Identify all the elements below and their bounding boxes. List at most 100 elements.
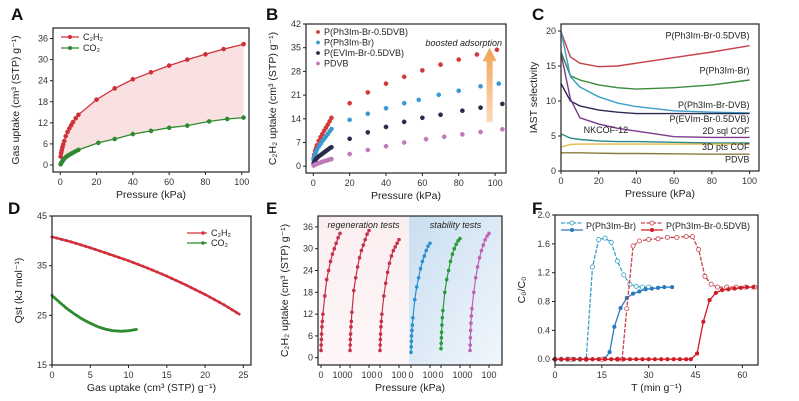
data-point [426,244,430,248]
data-point [179,281,183,285]
data-point [352,288,356,293]
data-point [479,248,484,253]
y-tick-label: 6 [43,139,48,149]
legend-marker-open [569,220,575,226]
data-point [414,285,419,289]
data-point [365,147,371,153]
data-point [378,332,383,336]
data-point [107,252,111,256]
data-point [439,346,443,351]
selectivity-curve [560,51,750,90]
data-point [624,306,630,312]
data-point [56,299,60,303]
data-point [468,343,472,347]
data-point [751,284,756,290]
y-axis-label: C₂H₂ uptake (cm³ (STP) g⁻¹) [267,32,279,165]
data-point [136,262,140,266]
data-point [61,138,67,144]
data-point [636,238,642,244]
data-point [637,289,642,294]
x-axis-label: Pressure (kPa) [116,189,186,201]
x-tick-label: 60 [669,176,679,186]
data-point [174,279,178,283]
y-tick-label: 15 [546,61,556,71]
data-point [615,357,620,362]
data-point [701,319,706,324]
data-point [383,105,389,111]
data-point [664,234,670,240]
data-point [469,314,474,318]
data-point [332,246,337,251]
data-point [438,112,443,118]
data-point [468,335,473,340]
panel-letter-d: D [8,199,20,218]
data-point [112,136,118,142]
data-point [88,246,92,250]
data-point [744,284,750,290]
y-tick-label: 12 [303,309,313,319]
data-point [361,243,366,247]
data-point [487,231,491,236]
data-point [320,325,324,329]
x-tick-label: 60 [417,178,427,188]
x-tick-label: 40 [128,177,138,187]
x-tick-label: 5 [88,370,93,380]
data-point [440,323,444,327]
x-tick-label: 80 [707,176,717,186]
data-point [74,241,78,245]
data-point [131,261,135,265]
curve-label: 2D sql COF [703,126,751,136]
data-point [646,237,652,243]
panel-letter-e: E [266,199,277,218]
fill-between-area [60,44,244,165]
boost-arrow-icon [482,47,497,123]
breakthrough-curve [555,237,649,360]
data-point [460,132,465,137]
panel-letter-a: A [11,5,23,24]
data-point [559,357,564,362]
legend-label: CO₂ [211,238,229,248]
data-point [382,294,386,298]
data-point [379,325,383,329]
y-axis-label: Gas uptake (cm³ (STP) g⁻¹) [10,35,22,164]
data-point [378,348,382,353]
data-point [328,259,333,264]
data-point [329,126,334,132]
x-tick-label: 0 [58,177,63,187]
data-point [319,332,324,336]
data-point [470,306,474,311]
x-tick-label: 100 [361,370,376,380]
legend-label: P(Ph3Im-Br-0.5DVB) [324,27,408,37]
data-point [473,275,478,280]
data-point [141,264,145,268]
plot-frame [305,23,507,174]
data-point [103,251,107,255]
x-tick-label: 100 [332,370,347,380]
y-tick-label: 25 [37,310,47,320]
data-point [627,357,633,362]
data-point [646,357,651,362]
data-point [496,81,502,86]
data-point [481,243,486,247]
data-point [612,324,617,329]
data-point [166,63,172,68]
data-point [383,143,389,149]
legend-marker [316,40,320,45]
y-tick-label: 36 [38,34,48,44]
data-point [639,284,645,290]
data-point [203,292,207,296]
data-point [485,234,489,238]
legend-marker-filled [650,228,654,232]
data-point [96,140,101,146]
y-axis-label: Qst (kJ mol⁻¹) [13,258,25,324]
x-tick-label: 20 [92,177,102,187]
data-point [424,248,429,253]
breakthrough-curve [555,286,673,360]
data-point [383,281,388,286]
y-tick-label: 0.8 [537,297,550,307]
data-point [577,357,583,362]
data-point [155,270,159,274]
selectivity-curve [560,53,750,139]
data-point [468,348,472,353]
